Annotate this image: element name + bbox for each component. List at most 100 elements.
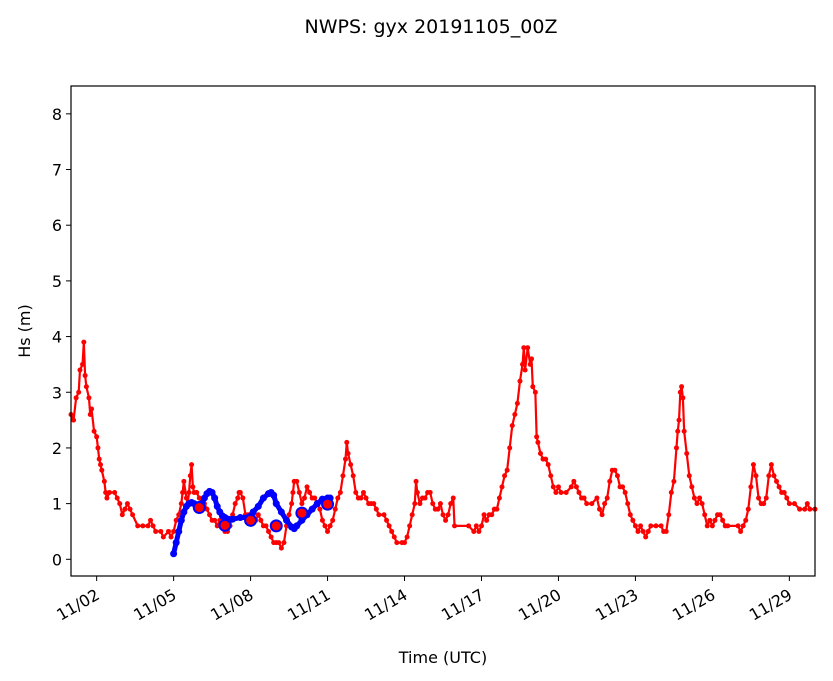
observed-point (117, 501, 123, 507)
y-axis: 0 1 2 3 4 5 6 7 8 (52, 105, 71, 569)
matched-point (192, 501, 206, 515)
observed-point (402, 540, 408, 546)
x-axis-label: Time (UTC) (398, 648, 487, 667)
observed-point (258, 517, 264, 523)
observed-point (290, 489, 296, 495)
observed-point (774, 478, 780, 484)
y-axis-label: Hs (m) (15, 304, 34, 358)
observed-point (786, 501, 792, 507)
observed-point (499, 484, 505, 490)
observed-point (804, 501, 810, 507)
model-point (213, 502, 221, 510)
model-point (308, 505, 316, 513)
observed-point (648, 523, 654, 529)
observed-point (689, 484, 695, 490)
observed-point (717, 512, 723, 518)
y-tick-label: 5 (52, 272, 62, 291)
observed-point (589, 501, 595, 507)
observed-point (750, 462, 756, 468)
axes-frame (70, 85, 816, 577)
y-tick-label: 4 (52, 328, 62, 347)
observed-point (691, 495, 697, 501)
observed-point (95, 445, 101, 451)
observed-point (663, 528, 669, 534)
observed-point (235, 495, 241, 501)
y-tick-label: 7 (52, 161, 62, 180)
observed-point (153, 528, 159, 534)
observed-point (471, 528, 477, 534)
observed-point (268, 534, 274, 540)
observed-point (381, 512, 387, 518)
observed-point (529, 356, 535, 362)
observed-point (413, 478, 419, 484)
observed-point (296, 489, 302, 495)
observed-point (289, 501, 295, 507)
observed-point (94, 434, 100, 440)
observed-point (353, 489, 359, 495)
observed-point (312, 495, 318, 501)
observed-point (430, 501, 436, 507)
observed-point (571, 478, 577, 484)
observed-point (124, 501, 130, 507)
observed-point (548, 473, 554, 479)
observed-point (114, 495, 120, 501)
model-point (277, 508, 285, 516)
observed-point (89, 406, 95, 412)
observed-point (686, 473, 692, 479)
observed-point (286, 512, 292, 518)
observed-point (86, 395, 92, 401)
observed-point (766, 473, 772, 479)
observed-point (627, 512, 633, 518)
observed-point (612, 467, 618, 473)
x-tick-label: 11/23 (592, 585, 641, 625)
model-point (272, 500, 280, 508)
observed-point (679, 384, 685, 390)
observed-point (525, 345, 531, 351)
observed-point (194, 489, 200, 495)
x-tick-label: 11/02 (53, 585, 102, 625)
observed-point (335, 495, 341, 501)
observed-point (450, 495, 456, 501)
y-tick-label: 3 (52, 383, 62, 402)
observed-point (563, 489, 569, 495)
observed-point (502, 473, 508, 479)
matched-point (218, 518, 232, 532)
observed-point (263, 523, 269, 529)
observed-point (550, 484, 556, 490)
model-point (208, 488, 216, 496)
model-point (180, 508, 188, 516)
observed-point (791, 501, 797, 507)
matched-point (269, 519, 283, 533)
model-point (229, 515, 237, 523)
observed-point (473, 523, 479, 529)
observed-point (481, 512, 487, 518)
observed-point (130, 512, 136, 518)
observed-point (160, 534, 166, 540)
observed-point (680, 395, 686, 401)
observed-point (340, 473, 346, 479)
observed-point (581, 495, 587, 501)
observed-point (763, 495, 769, 501)
observed-point (675, 428, 681, 434)
observed-point (304, 484, 310, 490)
model-point (177, 516, 185, 524)
observed-point (103, 489, 109, 495)
observed-point (440, 512, 446, 518)
observed-point (307, 489, 313, 495)
observed-point (337, 489, 343, 495)
y-tick-label: 1 (52, 495, 62, 514)
x-tick-label: 11/26 (669, 585, 718, 625)
observed-point (106, 489, 112, 495)
observed-point (358, 495, 364, 501)
observed-point (276, 540, 282, 546)
observed-point (435, 506, 441, 512)
x-tick-label: 11/20 (515, 585, 564, 625)
observed-point (555, 484, 561, 490)
observed-point (658, 523, 664, 529)
observed-point (558, 489, 564, 495)
observed-point (81, 339, 87, 345)
observed-point (327, 523, 333, 529)
observed-point (697, 495, 703, 501)
model-point (283, 516, 291, 524)
